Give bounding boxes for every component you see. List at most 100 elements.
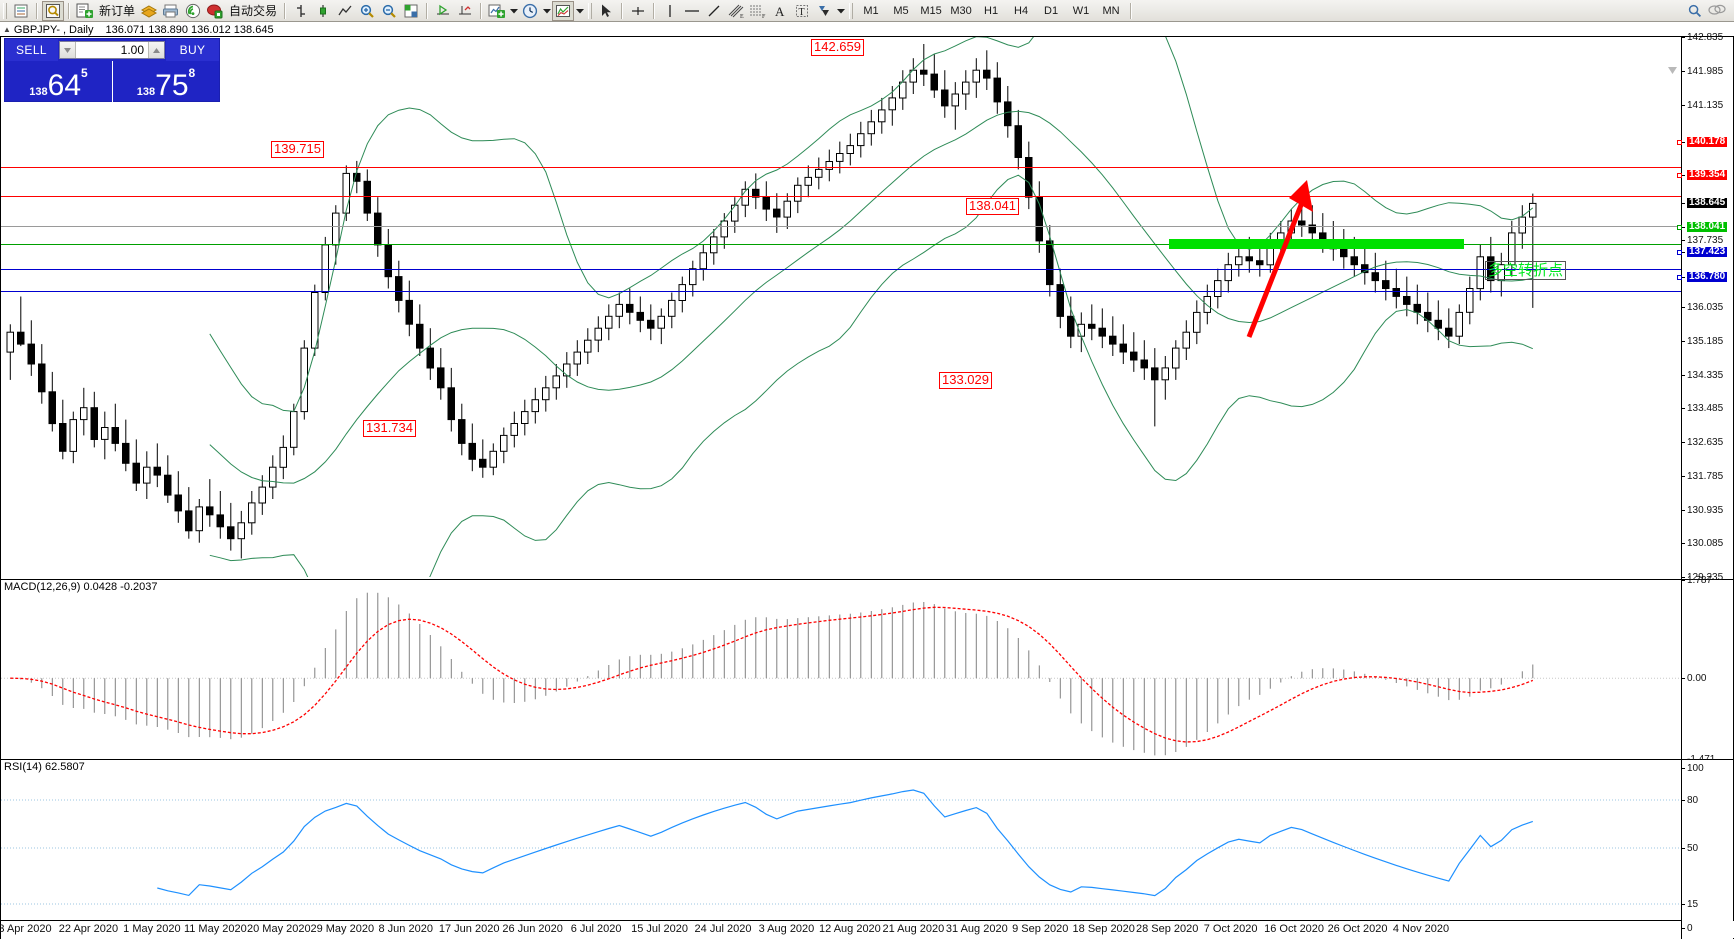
buy-price-main: 75: [155, 69, 189, 102]
collapse-triangle-icon[interactable]: ▲: [3, 24, 11, 34]
toolbar-grip[interactable]: [3, 2, 7, 19]
chart-scroll-marker-icon[interactable]: [1668, 65, 1677, 74]
chart-shift-icon[interactable]: [454, 1, 476, 21]
one-click-trading-prices: 138 64 5 138 75 8: [5, 61, 219, 102]
buy-button[interactable]: BUY: [166, 39, 219, 61]
add-indicator-icon[interactable]: [486, 1, 508, 21]
sell-price[interactable]: 138 64 5: [5, 61, 112, 102]
market-watch-icon[interactable]: [10, 1, 32, 21]
macd-plot[interactable]: [1, 580, 1681, 759]
timeframe-m15[interactable]: M15: [920, 4, 942, 17]
time-axis-label: 1 May 2020: [123, 923, 181, 935]
cursor-icon[interactable]: [595, 1, 617, 21]
rsi-series-svg: [1, 789, 1681, 905]
volume-increase-icon[interactable]: [148, 42, 164, 58]
toolbar-separator: [68, 2, 70, 19]
signal-icon[interactable]: [182, 1, 204, 21]
time-axis-label: 11 May 2020: [183, 923, 247, 935]
rsi-plot[interactable]: [1, 760, 1681, 939]
indicator-dropdown-chevron-down-icon[interactable]: [508, 1, 519, 21]
new-order-label[interactable]: 新订单: [99, 4, 136, 18]
text-icon[interactable]: A: [769, 1, 791, 21]
timeframe-m5[interactable]: M5: [893, 4, 909, 17]
price-tag-131734[interactable]: 131.734: [363, 420, 416, 437]
grid-icon[interactable]: [400, 1, 422, 21]
timeframe-d1[interactable]: D1: [1044, 4, 1059, 17]
buy-price[interactable]: 138 75 8: [112, 61, 219, 102]
timeframe-m30[interactable]: M30: [950, 4, 972, 17]
turning-point-note[interactable]: 多空转折点: [1485, 261, 1567, 280]
sell-price-fraction: 5: [81, 66, 88, 80]
sell-button[interactable]: SELL: [5, 39, 58, 61]
zoom-in-icon[interactable]: [356, 1, 378, 21]
price-axis[interactable]: 142.835 141.985 141.135 140.178 139.354 138.6…: [1677, 33, 1733, 583]
rsi-pane[interactable]: RSI(14) 62.5807 100 80 50 15 0: [1, 759, 1733, 939]
sell-price-main: 64: [47, 69, 82, 102]
svg-text:F: F: [762, 14, 766, 19]
trendline-icon[interactable]: [703, 1, 725, 21]
level-line-139354[interactable]: [1, 196, 1681, 197]
zoom-box-icon[interactable]: [42, 0, 64, 21]
toolbar-separator: [36, 2, 38, 19]
level-line-138041[interactable]: [1, 244, 1681, 245]
crosshair-icon[interactable]: [627, 1, 649, 21]
chat-icon[interactable]: [1706, 1, 1728, 21]
quote-high: 138.890: [148, 23, 189, 36]
text-label-icon[interactable]: T: [791, 1, 813, 21]
timeframe-h1[interactable]: H1: [984, 4, 999, 17]
level-line-140178[interactable]: [1, 167, 1681, 168]
zoom-out-icon[interactable]: [378, 1, 400, 21]
print-icon[interactable]: [160, 1, 182, 21]
level-line-137423[interactable]: [1, 269, 1681, 270]
period-dropdown-chevron-down-icon[interactable]: [541, 1, 552, 21]
price-tag-138041[interactable]: 138.041: [966, 198, 1019, 215]
rsi-axis[interactable]: 100 80 50 15 0: [1681, 760, 1733, 939]
candlestick-chart-icon[interactable]: [312, 1, 334, 21]
level-line-138645[interactable]: [1, 226, 1681, 227]
price-pane[interactable]: 多空转折点 142.659 139.715 138.041 133.029 13…: [1, 33, 1733, 583]
one-click-trading-controls: SELL 1.00 BUY: [5, 39, 219, 61]
layers-icon[interactable]: [138, 1, 160, 21]
price-plot[interactable]: 多空转折点 142.659 139.715 138.041 133.029 13…: [1, 37, 1681, 579]
macd-pane[interactable]: MACD(12,26,9) 0.0428 -0.2037 1.7870.00-1…: [1, 576, 1733, 765]
search-icon[interactable]: [1684, 1, 1706, 21]
period-clock-icon[interactable]: [519, 1, 541, 21]
fibonacci-icon[interactable]: F: [747, 1, 769, 21]
auto-trading-label[interactable]: 自动交易: [229, 4, 278, 18]
shapes-icon[interactable]: [813, 1, 835, 21]
time-axis-label: 3 Apr 2020: [0, 923, 52, 935]
new-order-icon[interactable]: [74, 1, 96, 21]
bar-chart-icon[interactable]: [290, 1, 312, 21]
toolbar-grip[interactable]: [588, 2, 593, 19]
price-tag-139715[interactable]: 139.715: [271, 141, 324, 158]
time-axis[interactable]: 3 Apr 2020 22 Apr 2020 1 May 2020 11 May 20…: [0, 920, 1734, 938]
timeframe-mn[interactable]: MN: [1102, 4, 1120, 17]
chart-canvas[interactable]: 多空转折点 142.659 139.715 138.041 133.029 13…: [0, 33, 1734, 939]
price-tag-142659[interactable]: 142.659: [811, 39, 864, 56]
support-zone-band[interactable]: [1169, 239, 1464, 249]
volume-input[interactable]: 1.00: [120, 43, 144, 57]
volume-stepper[interactable]: 1.00: [59, 41, 165, 59]
auto-trading-icon[interactable]: [204, 1, 226, 21]
toolbar-grip[interactable]: [849, 2, 854, 19]
timeframe-h4[interactable]: H4: [1014, 4, 1029, 17]
quote-open: 136.071: [105, 23, 146, 36]
one-click-trading-panel[interactable]: SELL 1.00 BUY 138 64 5 138 75 8: [4, 38, 220, 102]
level-line-136780[interactable]: [1, 291, 1681, 292]
templates-dropdown-chevron-down-icon[interactable]: [574, 1, 585, 21]
shapes-dropdown-chevron-down-icon[interactable]: [835, 1, 846, 21]
bullish-arrow-icon[interactable]: [1231, 172, 1321, 342]
equidistant-channel-icon[interactable]: E: [725, 1, 747, 21]
price-tag-133029[interactable]: 133.029: [939, 372, 992, 389]
templates-icon[interactable]: [552, 0, 575, 21]
vertical-line-icon[interactable]: [659, 1, 681, 21]
auto-scroll-icon[interactable]: [432, 1, 454, 21]
volume-decrease-icon[interactable]: [60, 42, 76, 58]
timeframe-w1[interactable]: W1: [1072, 4, 1090, 17]
time-axis-label: 18 Sep 2020: [1072, 923, 1135, 935]
rsi-label: RSI(14) 62.5807: [4, 761, 88, 773]
line-chart-icon[interactable]: [334, 1, 356, 21]
timeframe-m1[interactable]: M1: [863, 4, 879, 17]
horizontal-line-icon[interactable]: [681, 1, 703, 21]
